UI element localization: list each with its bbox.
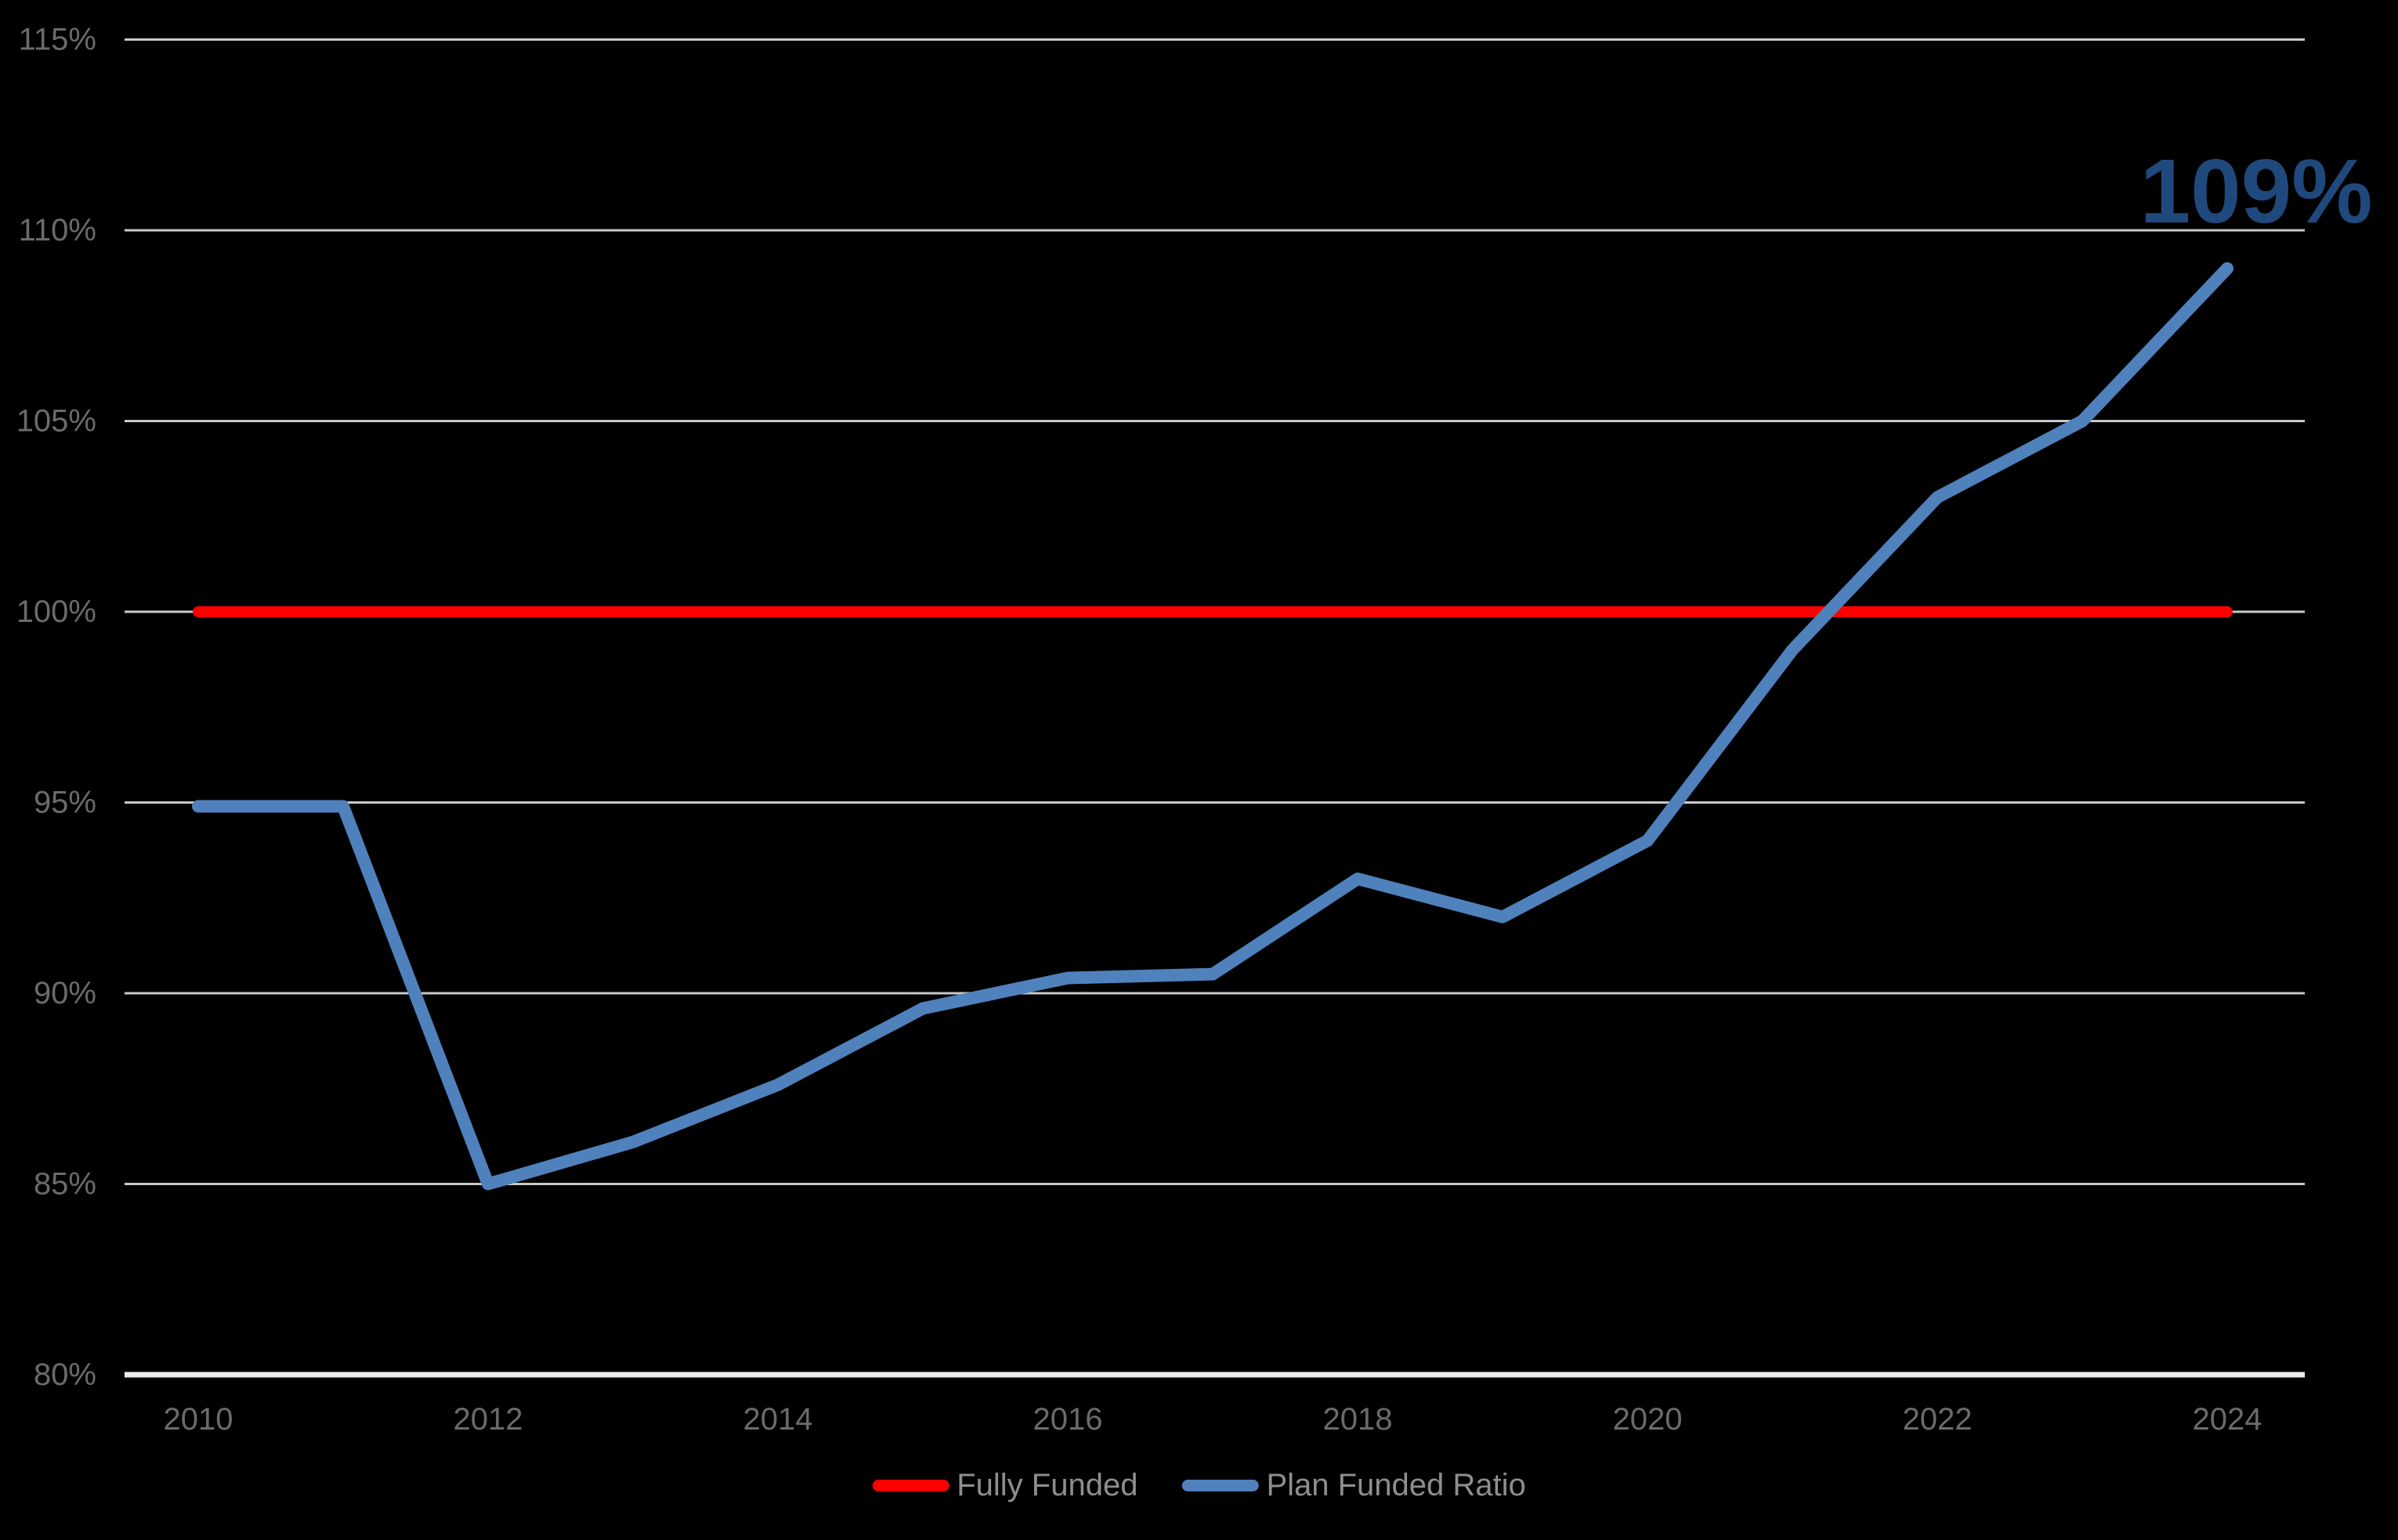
y-tick-label-115: 115% xyxy=(19,23,96,57)
final-value-label: 109% xyxy=(2140,140,2373,242)
fully-funded-line-swatch-icon xyxy=(872,1480,949,1491)
y-tick-label-100: 100% xyxy=(16,595,96,629)
gridlines-layer xyxy=(125,38,2305,1378)
y-tick-label-90: 90% xyxy=(34,976,96,1010)
chart-legend: Fully Funded Plan Funded Ratio xyxy=(872,1468,1526,1503)
x-tick-label-2018: 2018 xyxy=(1323,1402,1393,1437)
plan-funded-ratio-line-swatch-icon xyxy=(1181,1480,1259,1491)
x-tick-label-2024: 2024 xyxy=(2193,1402,2262,1437)
y-axis-tick-labels: 80% 85% 90% 95% 100% 105% 110% 115% xyxy=(16,23,96,1393)
x-tick-label-2022: 2022 xyxy=(1903,1402,1973,1437)
y-tick-label-80: 80% xyxy=(34,1357,96,1392)
x-tick-label-2020: 2020 xyxy=(1613,1402,1683,1437)
x-tick-label-2012: 2012 xyxy=(454,1402,523,1437)
x-tick-label-2014: 2014 xyxy=(743,1402,813,1437)
x-tick-label-2016: 2016 xyxy=(1033,1402,1103,1437)
y-tick-label-105: 105% xyxy=(16,404,96,439)
legend-item-plan-funded-ratio: Plan Funded Ratio xyxy=(1181,1468,1526,1503)
x-axis-tick-labels: 2010 2012 2014 2016 2018 2020 2022 2024 xyxy=(164,1402,2262,1437)
series-line-plan-funded-ratio xyxy=(192,262,2233,1191)
x-tick-label-2010: 2010 xyxy=(164,1402,233,1437)
legend-item-fully-funded: Fully Funded xyxy=(872,1468,1138,1503)
legend-label-plan-funded-ratio: Plan Funded Ratio xyxy=(1266,1468,1526,1502)
legend-label-fully-funded: Fully Funded xyxy=(957,1468,1138,1502)
y-tick-label-95: 95% xyxy=(34,786,96,820)
y-tick-label-85: 85% xyxy=(34,1167,96,1202)
y-tick-label-110: 110% xyxy=(19,213,96,248)
series-lines-layer xyxy=(192,262,2233,1191)
